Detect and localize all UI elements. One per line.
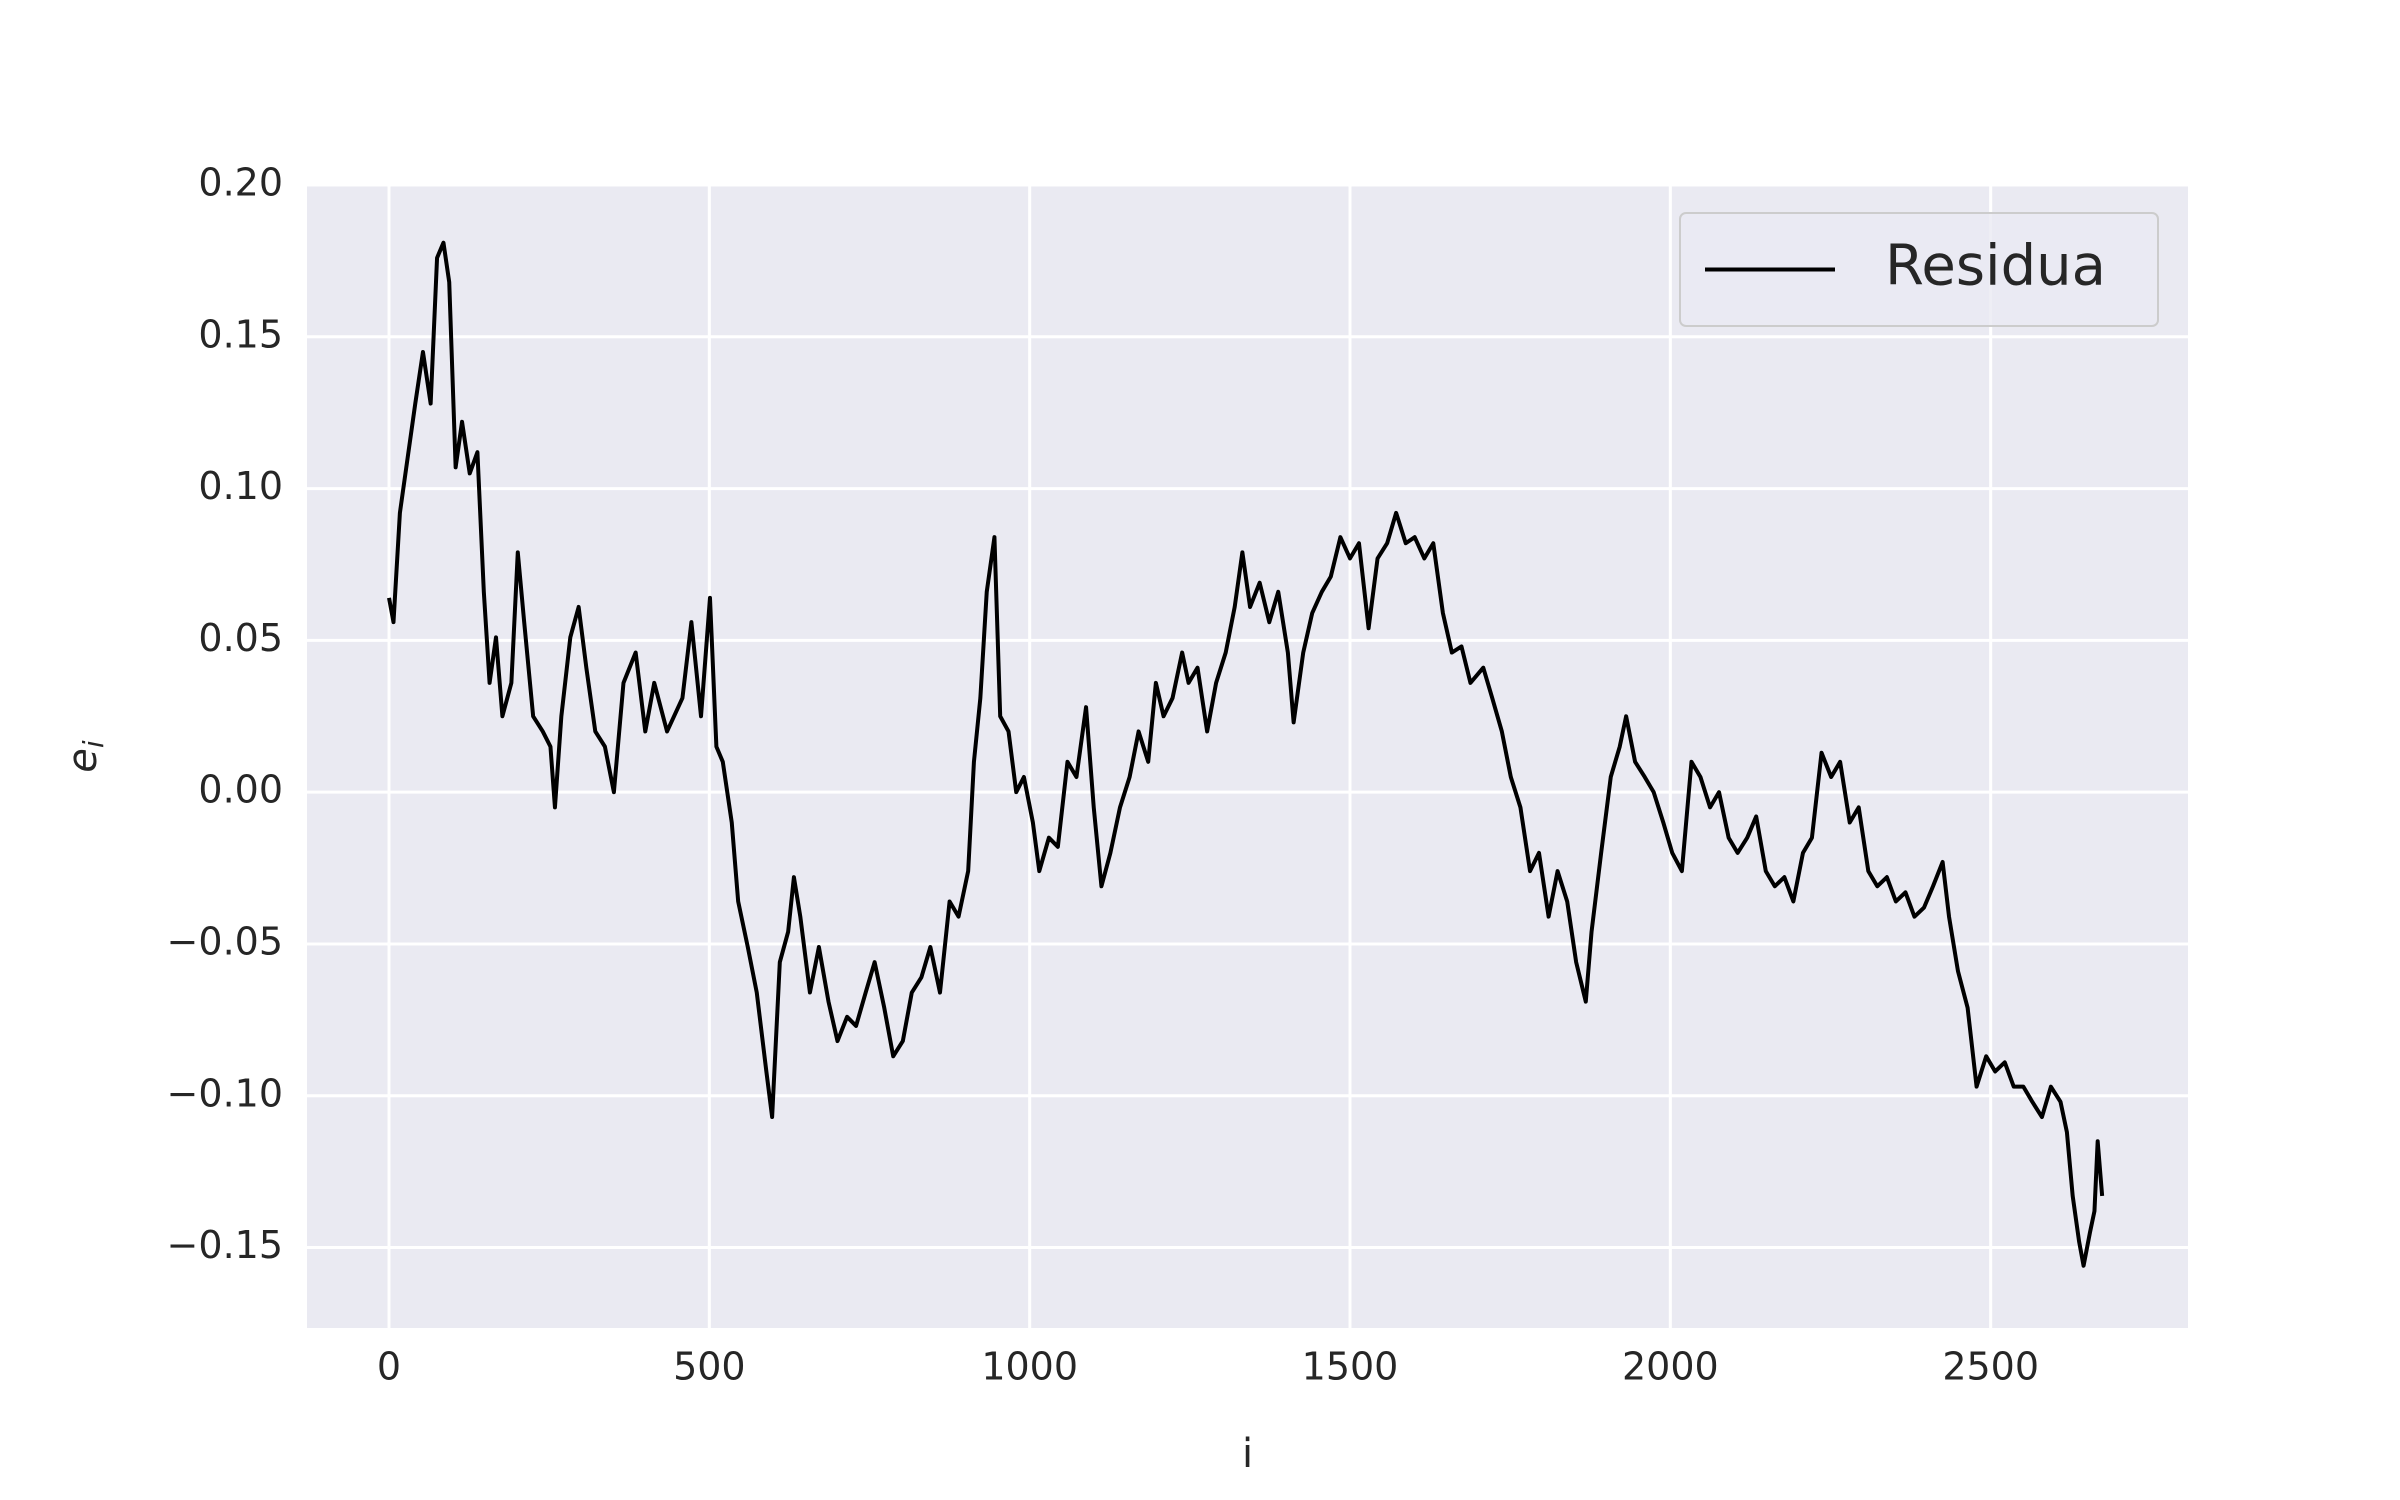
y-tick-label: 0.05	[198, 616, 283, 660]
legend-box	[1679, 212, 2159, 327]
x-tick-label: 1000	[981, 1345, 1078, 1389]
y-tick-label: −0.05	[167, 919, 283, 963]
y-tick-label: −0.15	[167, 1223, 283, 1267]
x-axis-label: i	[1242, 1431, 1253, 1477]
y-tick-label: 0.10	[198, 464, 283, 508]
legend-label: Residua	[1885, 234, 2106, 299]
data-line	[387, 240, 2105, 1268]
y-tick-label: 0.20	[198, 161, 283, 205]
y-tick-label: 0.15	[198, 312, 283, 356]
y-axis-label-base: e	[60, 748, 106, 773]
x-tick-label: 500	[673, 1345, 746, 1389]
y-tick-label: 0.00	[198, 768, 283, 812]
x-tick-label: 0	[377, 1345, 401, 1389]
x-tick-label: 2500	[1942, 1345, 2039, 1389]
x-tick-label: 1500	[1302, 1345, 1399, 1389]
y-axis-label: ei	[60, 740, 110, 773]
x-tick-label: 2000	[1622, 1345, 1719, 1389]
y-tick-label: −0.10	[167, 1071, 283, 1115]
plot-background	[307, 185, 2188, 1328]
y-axis-label-subscript: i	[77, 740, 110, 748]
